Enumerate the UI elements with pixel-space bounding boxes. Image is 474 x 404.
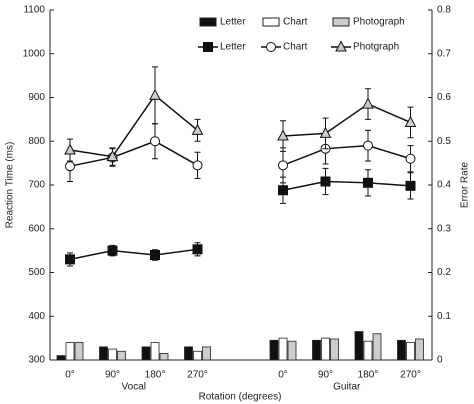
x-tick-label: 180° — [145, 370, 166, 381]
bar — [184, 346, 193, 361]
bar — [65, 342, 75, 361]
bar — [312, 339, 321, 361]
y2-tick-label: 0.3 — [437, 223, 451, 234]
marker — [404, 115, 417, 127]
bar — [99, 346, 108, 361]
marker — [65, 254, 75, 265]
legend-swatch — [332, 17, 350, 27]
x-tick-label: 180° — [358, 370, 379, 381]
bar — [150, 342, 160, 361]
marker — [107, 245, 118, 256]
marker — [191, 123, 204, 135]
bar — [56, 355, 66, 361]
y-tick-label: 700 — [28, 180, 45, 191]
legend-label: Chart — [283, 42, 308, 53]
bar — [159, 353, 169, 361]
legend-marker — [203, 42, 213, 52]
y-tick-label: 900 — [28, 92, 45, 103]
x-tick-label: 90° — [318, 370, 333, 381]
y2-tick-label: 0 — [437, 355, 443, 366]
y2-tick-label: 0.4 — [437, 180, 451, 191]
bar — [193, 350, 202, 361]
marker — [149, 88, 161, 100]
bar — [287, 340, 297, 361]
legend-label: Letter — [220, 42, 246, 53]
marker — [150, 136, 160, 147]
bar — [108, 348, 117, 361]
marker — [192, 160, 203, 171]
x-tick-label: 90° — [105, 370, 120, 381]
bar — [321, 337, 330, 361]
y-tick-label: 500 — [28, 267, 45, 278]
line — [69, 248, 198, 261]
bar — [278, 337, 288, 361]
group-label: Guitar — [333, 382, 361, 393]
x-axis-title: Rotation (degrees) — [199, 392, 282, 403]
y-tick-label: 600 — [28, 223, 45, 234]
marker — [192, 244, 203, 255]
y-axis-title: Reaction Time (ms) — [5, 142, 16, 229]
marker — [320, 176, 331, 187]
marker — [363, 177, 373, 188]
marker — [106, 149, 119, 162]
marker — [319, 126, 332, 138]
marker — [405, 180, 416, 191]
marker — [278, 160, 288, 171]
y-tick-label: 1000 — [23, 48, 46, 59]
bar — [372, 333, 382, 361]
y2-tick-label: 0.8 — [437, 5, 451, 16]
y2-axis-title: Error Rate — [460, 162, 471, 209]
bar — [354, 331, 364, 361]
bar — [141, 346, 151, 361]
line — [282, 144, 411, 167]
marker — [65, 161, 75, 172]
bar — [415, 338, 424, 361]
bar — [269, 339, 279, 361]
x-tick-label: 270° — [400, 370, 421, 381]
marker — [362, 97, 374, 109]
legend-label: Letter — [220, 17, 246, 28]
marker — [277, 129, 289, 141]
group-label: Vocal — [122, 382, 146, 393]
bar — [363, 340, 373, 361]
x-tick-label: 270° — [187, 370, 208, 381]
x-tick-label: 0° — [65, 370, 75, 381]
marker — [405, 153, 416, 164]
marker — [64, 143, 76, 155]
x-tick-label: 0° — [278, 370, 288, 381]
y-tick-label: 400 — [28, 311, 45, 322]
bar — [117, 350, 126, 361]
marker — [150, 250, 160, 260]
bar — [406, 342, 415, 361]
legend-marker — [335, 40, 347, 52]
y-tick-label: 800 — [28, 136, 45, 147]
line — [282, 180, 411, 191]
bar — [397, 339, 406, 361]
legend-swatch — [199, 17, 217, 27]
line — [69, 140, 198, 167]
y-tick-label: 300 — [28, 355, 45, 366]
line — [282, 103, 411, 137]
y2-tick-label: 0.6 — [437, 92, 451, 103]
marker — [363, 140, 373, 151]
bar — [74, 342, 84, 361]
legend-label: Photograph — [353, 17, 405, 28]
legend-label: Chart — [283, 17, 308, 28]
legend-label: Photgraph — [353, 42, 399, 53]
legend-marker — [266, 42, 276, 52]
y2-tick-label: 0.5 — [437, 136, 451, 147]
bar — [202, 346, 211, 361]
y-tick-label: 1100 — [23, 5, 45, 16]
marker — [278, 185, 288, 196]
y2-tick-label: 0.7 — [437, 48, 451, 59]
legend-swatch — [262, 17, 280, 27]
y2-tick-label: 0.1 — [437, 311, 451, 322]
y2-tick-label: 0.2 — [437, 267, 451, 278]
bar — [330, 338, 339, 361]
line — [69, 94, 198, 158]
